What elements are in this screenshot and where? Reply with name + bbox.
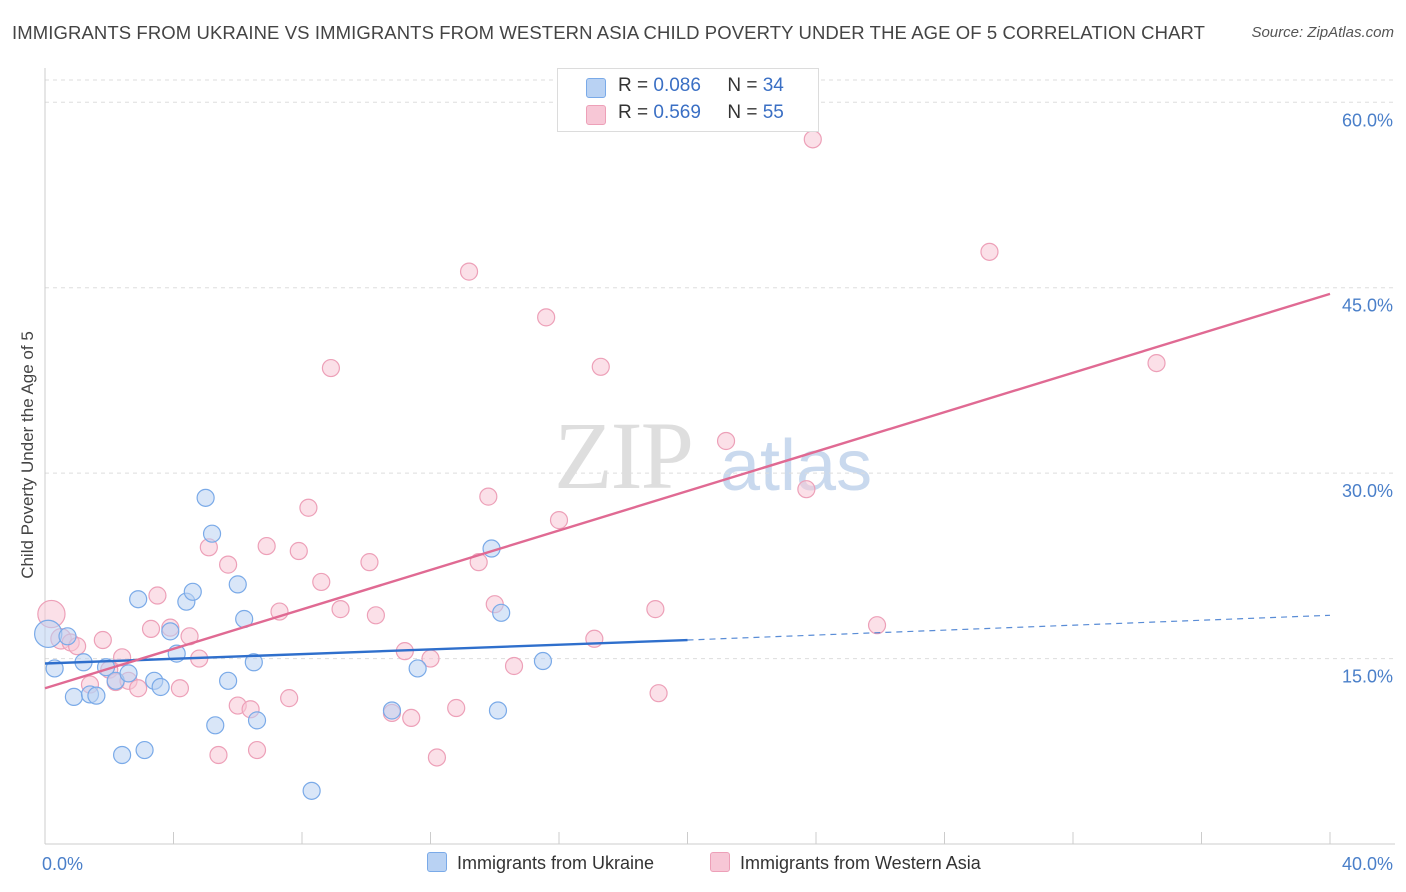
data-point-ukraine-15 [161,622,180,641]
y-tick-label-0: 15.0% [1342,667,1393,687]
bottom-legend-label-western-asia: Immigrants from Western Asia [740,853,981,873]
data-point-ukraine-18 [183,582,202,601]
data-point-ukraine-21 [206,716,225,735]
legend-r-label: R = [618,75,649,96]
legend-n-label: N = [727,75,758,96]
data-point-western-asia-40 [469,553,488,572]
tick-labels: 15.0% 30.0% 45.0% 60.0% 0.0% 40.0% [42,110,1393,874]
data-point-western-asia-29 [321,358,341,378]
data-point-ukraine-11 [129,590,148,609]
data-point-western-asia-45 [549,511,569,530]
data-point-western-asia-27 [299,498,318,517]
data-point-ukraine-19 [196,488,215,507]
data-point-ukraine-3 [64,687,84,706]
data-point-western-asia-50 [716,431,736,451]
data-point-ukraine-20 [202,524,222,543]
data-point-ukraine-2 [58,627,77,646]
legend-swatch-western-asia [586,105,606,125]
data-point-western-asia-14 [170,679,190,698]
data-point-western-asia-12 [148,586,167,605]
data-point-western-asia-31 [360,553,379,572]
legend-n-label: N = [727,102,758,123]
bottom-legend-ukraine: Immigrants from Ukraine [427,852,654,874]
watermark-zip: ZIP [554,402,694,509]
data-point-western-asia-28 [312,572,331,592]
bottom-legend-label-ukraine: Immigrants from Ukraine [457,853,655,873]
data-point-western-asia-22 [247,740,267,760]
data-point-western-asia-51 [797,480,816,499]
legend-n-value-ukraine: 34 [762,75,784,96]
data-point-ukraine-10 [119,664,138,683]
legend: R = 0.086 N = 34 R = 0.569 N = 55 [557,68,819,132]
trend-line-western-asia [44,292,1331,690]
data-point-western-asia-19 [219,555,238,574]
data-point-western-asia-55 [1147,354,1166,373]
data-point-western-asia-35 [402,708,421,728]
data-point-ukraine-33 [533,651,553,671]
data-point-ukraine-25 [244,653,263,672]
data-point-western-asia-25 [280,689,299,708]
data-point-western-asia-53 [867,616,887,635]
data-point-western-asia-43 [504,656,524,676]
legend-r-label: R = [618,102,649,123]
data-point-western-asia-32 [366,606,385,625]
data-point-western-asia-41 [479,487,498,506]
data-point-ukraine-28 [382,701,402,720]
data-point-western-asia-10 [129,679,148,698]
y-tick-label-3: 60.0% [1342,110,1393,130]
data-point-ukraine-9 [112,745,132,765]
x-tick-label-1: 40.0% [1342,854,1393,874]
data-point-western-asia-37 [427,748,447,767]
data-point-ukraine-22 [219,671,238,690]
grid-lines [45,79,1395,660]
bottom-legend-swatch-ukraine [427,852,447,872]
legend-n-value-western-asia: 55 [762,102,784,123]
chart-source: Source: ZipAtlas.com [1251,24,1394,41]
legend-r-value-western-asia: 0.569 [653,102,701,123]
data-point-western-asia-11 [141,619,161,638]
data-point-western-asia-48 [646,600,665,619]
bottom-legend-swatch-western-asia [710,852,730,872]
data-point-western-asia-26 [289,541,308,561]
data-points [34,130,1166,800]
data-point-western-asia-23 [257,536,276,556]
data-point-ukraine-29 [408,659,427,678]
trend-line-ukraine-extension [687,614,1331,641]
bottom-legend-western-asia: Immigrants from Western Asia [710,852,981,874]
watermark-atlas: atlas [720,426,873,506]
data-point-ukraine-31 [488,701,508,720]
data-point-western-asia-44 [537,308,556,327]
data-point-ukraine-27 [302,781,321,800]
data-point-ukraine-6 [87,686,106,705]
trend-lines [44,292,1331,690]
data-point-western-asia-30 [331,600,350,619]
trend-line-ukraine [44,638,688,665]
chart-title: IMMIGRANTS FROM UKRAINE VS IMMIGRANTS FR… [12,22,1206,43]
data-point-western-asia-18 [209,745,228,765]
data-point-ukraine-14 [151,677,170,697]
data-point-western-asia-49 [649,684,668,703]
data-point-western-asia-39 [459,262,479,281]
y-tick-label-2: 45.0% [1342,296,1393,316]
legend-swatch-ukraine [586,78,606,98]
x-tick-label-0: 0.0% [42,854,83,874]
data-point-western-asia-47 [591,357,610,376]
data-point-ukraine-12 [135,740,154,760]
data-point-ukraine-23 [228,575,247,594]
axes [44,68,1395,845]
y-tick-label-1: 30.0% [1342,481,1393,501]
data-point-ukraine-0 [34,619,63,649]
data-point-western-asia-52 [803,130,822,149]
data-point-ukraine-26 [247,711,267,730]
data-point-western-asia-5 [93,630,112,650]
legend-r-value-ukraine: 0.086 [653,75,701,96]
data-point-ukraine-32 [492,603,511,622]
data-point-western-asia-38 [447,698,466,718]
data-point-western-asia-54 [980,242,999,261]
